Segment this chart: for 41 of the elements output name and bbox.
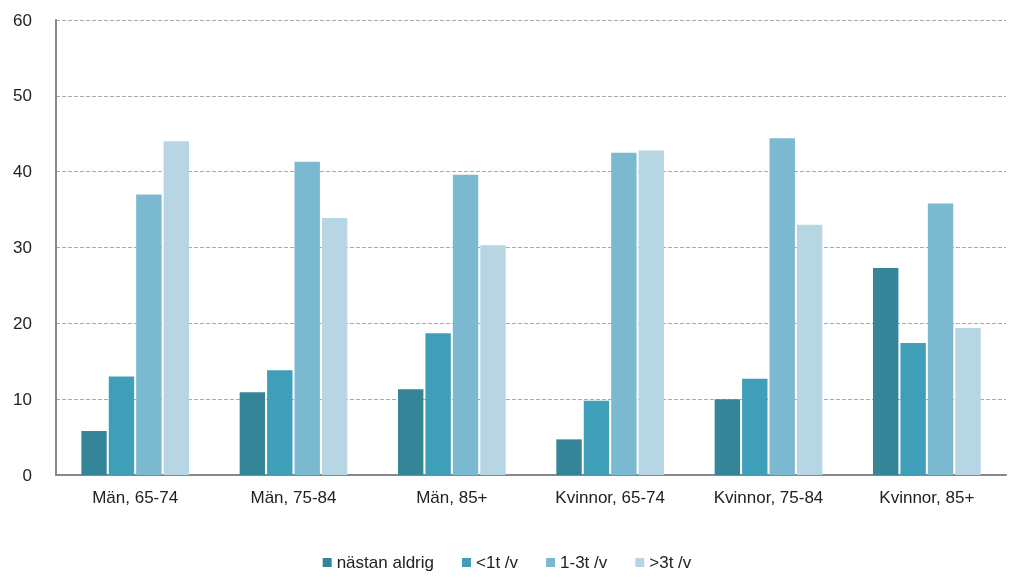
bar — [108, 376, 135, 475]
x-tick-label: Kvinnor, 85+ — [879, 488, 975, 507]
bar — [81, 431, 107, 475]
x-tick-label: Kvinnor, 75-84 — [713, 488, 824, 507]
bar — [927, 203, 954, 475]
y-tick-label: 20 — [13, 313, 32, 333]
bar — [714, 399, 741, 475]
y-tick-label: 40 — [13, 162, 32, 182]
x-tick-label: Kvinnor, 65-74 — [555, 488, 665, 507]
legend-label: 1-3t /v — [560, 553, 608, 572]
bar — [239, 392, 266, 475]
bar — [294, 161, 320, 475]
bar — [452, 174, 479, 475]
x-tick-label: Män, 65-74 — [92, 488, 179, 507]
bar — [556, 439, 582, 475]
y-tick-label: 50 — [13, 86, 32, 106]
y-tick-label: 60 — [13, 10, 32, 30]
bar — [638, 150, 664, 475]
y-tick-label: 0 — [22, 465, 32, 485]
bar — [480, 245, 506, 475]
bar — [136, 194, 162, 475]
bar — [742, 378, 768, 475]
x-tick-label: Män, 85+ — [416, 488, 488, 507]
legend-label: nästan aldrig — [336, 553, 434, 572]
bar — [769, 138, 795, 475]
bar — [398, 389, 424, 475]
bar — [955, 327, 981, 475]
bar — [163, 141, 189, 475]
bar — [873, 267, 899, 475]
bar — [796, 224, 823, 475]
bar — [900, 343, 926, 475]
bar — [425, 333, 451, 475]
y-tick-label: 10 — [13, 389, 32, 409]
y-tick-label: 30 — [13, 238, 32, 257]
bar — [321, 217, 348, 475]
legend-label: <1t /v — [476, 553, 519, 572]
x-tick-label: Män, 75-84 — [250, 488, 337, 507]
bar — [583, 400, 610, 475]
bar — [611, 152, 637, 475]
bar — [267, 370, 293, 475]
legend-label: >3t /v — [649, 553, 692, 572]
